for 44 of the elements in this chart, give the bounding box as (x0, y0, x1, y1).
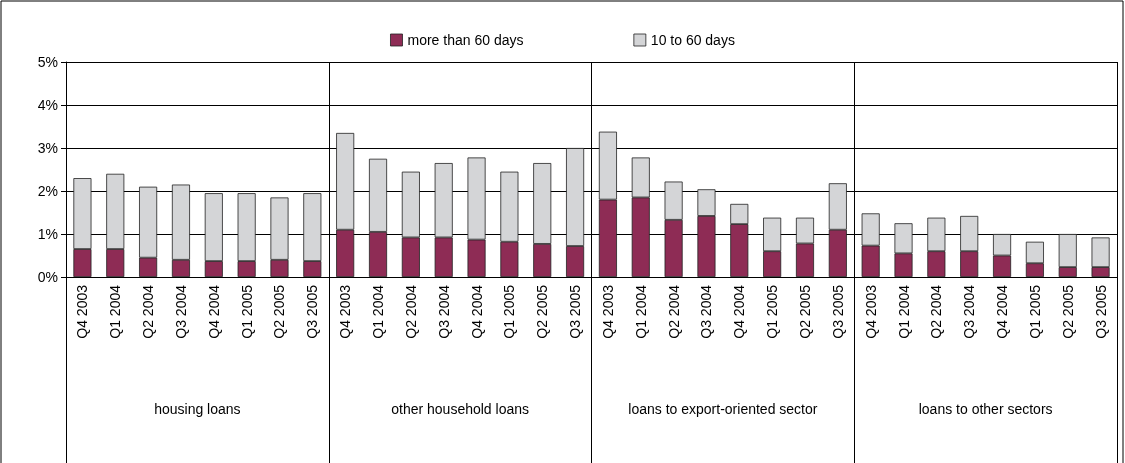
y-tick-label: 4% (37, 97, 58, 113)
x-tick-label: Q1 2004 (895, 284, 912, 339)
x-tick-label: Q3 2004 (698, 284, 715, 339)
text: other household loans (391, 401, 530, 417)
x-tick-label: Q4 2003 (862, 284, 879, 339)
x-tick-label: Q2 2004 (140, 284, 157, 339)
x-tick-label: Q2 2005 (1059, 284, 1076, 339)
x-tick-label: Q4 2004 (994, 284, 1011, 339)
text: loans to other sectors (918, 401, 1053, 417)
x-tick-label: Q1 2005 (764, 284, 781, 339)
x-tick-label: Q2 2005 (534, 284, 551, 339)
x-tick-label: Q4 2004 (731, 284, 748, 339)
text: housing loans (154, 401, 241, 417)
x-tick-label: Q3 2004 (172, 284, 189, 339)
x-tick-label: Q4 2003 (74, 284, 91, 339)
y-tick-label: 3% (37, 140, 58, 156)
legend-label: 10 to 60 days (650, 32, 735, 48)
x-tick-label: Q2 2005 (796, 284, 813, 339)
x-tick-label: Q1 2005 (238, 284, 255, 339)
x-tick-label: Q3 2005 (304, 284, 321, 339)
y-tick-label: 5% (37, 54, 58, 70)
x-tick-label: Q4 2003 (337, 284, 354, 339)
x-tick-label: Q4 2004 (468, 284, 485, 339)
x-tick-label: Q3 2004 (435, 284, 452, 339)
x-tick-label: Q3 2004 (961, 284, 978, 339)
y-tick-label: 2% (37, 183, 58, 199)
x-tick-label: Q1 2005 (501, 284, 518, 339)
y-tick-label: 1% (37, 226, 58, 242)
x-tick-label: Q3 2005 (1092, 284, 1109, 339)
x-tick-label: Q2 2004 (928, 284, 945, 339)
x-tick-label: Q4 2004 (205, 284, 222, 339)
x-tick-label: Q3 2005 (829, 284, 846, 339)
x-tick-label: Q3 2005 (567, 284, 584, 339)
y-tick-label: 0% (37, 269, 58, 285)
x-tick-label: Q2 2005 (271, 284, 288, 339)
x-tick-label: Q1 2005 (1026, 284, 1043, 339)
x-tick-label: Q4 2003 (599, 284, 616, 339)
text: loans to export-oriented sector (628, 401, 818, 417)
x-tick-label: Q1 2004 (370, 284, 387, 339)
x-tick-label: Q1 2004 (632, 284, 649, 339)
x-tick-label: Q2 2004 (402, 284, 419, 339)
legend-label: more than 60 days (407, 32, 524, 48)
x-tick-label: Q2 2004 (665, 284, 682, 339)
x-tick-label: Q1 2004 (107, 284, 124, 339)
